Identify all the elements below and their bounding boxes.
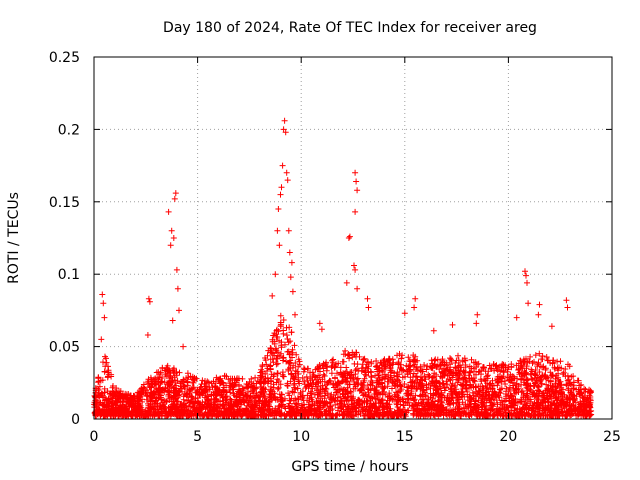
x-tick-labels: 0 5 10 15 20 25	[90, 429, 621, 445]
y-tick-label: 0.1	[58, 267, 80, 283]
x-tick-label: 25	[603, 429, 621, 445]
x-tick-label: 5	[193, 429, 202, 445]
axis-ticks	[93, 56, 613, 420]
y-tick-label: 0.05	[49, 340, 80, 356]
y-tick-label: 0.25	[49, 50, 80, 66]
grid-lines	[94, 57, 612, 419]
chart-title: Day 180 of 2024, Rate Of TEC Index for r…	[163, 20, 537, 36]
x-tick-label: 10	[292, 429, 310, 445]
x-tick-label: 20	[499, 429, 517, 445]
scatter-markers	[91, 117, 595, 420]
x-axis-title: GPS time / hours	[291, 459, 408, 475]
y-tick-label: 0	[71, 412, 80, 428]
y-tick-label: 0.2	[58, 122, 80, 138]
y-tick-label: 0.15	[49, 195, 80, 211]
x-tick-label: 15	[396, 429, 414, 445]
x-tick-label: 0	[90, 429, 99, 445]
y-tick-labels: 0 0.05 0.1 0.15 0.2 0.25	[49, 50, 80, 428]
data-points	[91, 117, 595, 420]
plot-frame	[93, 56, 613, 420]
y-axis-title: ROTI / TECUs	[6, 192, 22, 284]
